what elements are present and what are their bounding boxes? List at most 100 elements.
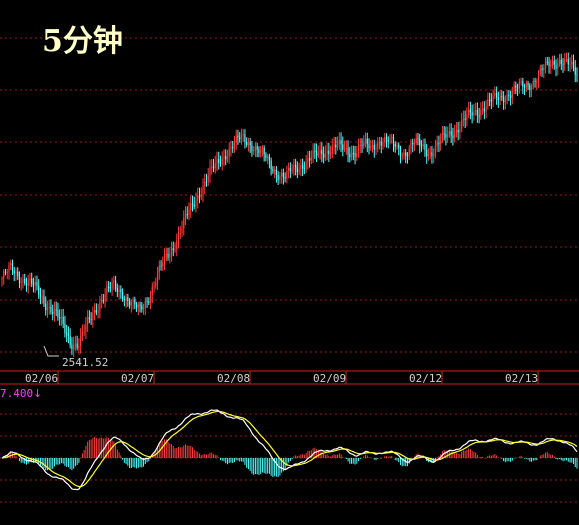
candle-body <box>85 324 87 332</box>
candle-body <box>478 115 480 117</box>
candle-body <box>202 186 204 196</box>
candle-body <box>76 343 78 348</box>
candle-body <box>99 302 101 311</box>
candle-body <box>134 299 136 305</box>
candle-body <box>302 165 304 169</box>
candle-body <box>447 134 449 138</box>
candle-body <box>448 130 451 135</box>
candle-body <box>480 109 482 116</box>
candle-body <box>289 167 291 172</box>
candle-body <box>198 195 201 198</box>
candle-body <box>279 176 281 180</box>
candle-body <box>296 167 298 173</box>
candle-body <box>516 87 519 89</box>
candle-body <box>457 129 459 133</box>
candle-body <box>321 150 323 155</box>
candle-body <box>246 142 248 146</box>
candle-body <box>186 214 188 216</box>
candle-body <box>163 254 166 263</box>
candle-body <box>497 97 499 101</box>
candle-body <box>462 118 464 121</box>
macd-dif-line <box>1 409 578 491</box>
candle-body <box>529 85 531 90</box>
candle-body <box>298 169 300 173</box>
candle-body <box>162 262 164 267</box>
candle-body <box>277 174 279 180</box>
candle-body <box>555 64 557 69</box>
candle-body <box>267 156 269 159</box>
candle-body <box>153 285 155 288</box>
candle-body <box>260 148 262 153</box>
time-axis-label: 02/12 <box>409 372 442 385</box>
macd-down-arrow-icon: ↓ <box>33 387 42 400</box>
candle-body <box>78 345 80 348</box>
candle-body <box>13 270 15 274</box>
candle-body <box>184 214 187 218</box>
candle-body <box>406 155 409 157</box>
candle-body <box>176 240 178 250</box>
candle-body <box>177 233 180 241</box>
candle-body <box>149 295 152 303</box>
candle-body <box>190 203 192 211</box>
candle-body <box>39 294 42 297</box>
candle-body <box>438 142 440 145</box>
candle-body <box>342 144 344 150</box>
candle-body <box>48 306 50 309</box>
candle-body <box>455 129 458 133</box>
candle-body <box>558 59 561 64</box>
candle-body <box>263 147 265 155</box>
candle-body <box>286 170 288 179</box>
candle-body <box>532 80 534 87</box>
candle-body <box>551 60 554 65</box>
candle-body <box>274 169 276 172</box>
candle-body <box>121 292 124 300</box>
candle-body <box>530 86 533 90</box>
candle-body <box>473 111 475 116</box>
time-axis-label: 02/08 <box>217 372 250 385</box>
candle-body <box>525 83 527 88</box>
candle-body <box>15 271 17 274</box>
candle-body <box>431 152 433 157</box>
candle-body <box>452 135 454 139</box>
candle-body <box>111 282 113 289</box>
candle-body <box>31 278 33 284</box>
candle-body <box>527 83 529 86</box>
candle-body <box>282 173 284 178</box>
candle-body <box>415 137 417 144</box>
candle-body <box>343 148 346 150</box>
candle-body <box>127 297 129 301</box>
candle-body <box>55 309 57 311</box>
candle-body <box>148 301 150 303</box>
candle-body <box>476 110 478 116</box>
candle-body <box>73 344 75 350</box>
candle-body <box>41 296 43 298</box>
candle-body <box>509 95 512 98</box>
candle-body <box>275 169 277 175</box>
candle-body <box>356 153 358 157</box>
candle-body <box>10 263 12 266</box>
candle-body <box>106 286 108 295</box>
candle-body <box>25 282 28 286</box>
candle-body <box>420 145 423 147</box>
candle-body <box>141 305 143 310</box>
candle-body <box>513 85 515 92</box>
candle-body <box>518 82 520 89</box>
candle-body <box>408 148 410 157</box>
candle-body <box>132 299 134 302</box>
candle-body <box>403 152 405 156</box>
candle-body <box>550 64 552 67</box>
candle-body <box>38 285 40 295</box>
candle-body <box>81 332 83 336</box>
candle-body <box>4 271 7 273</box>
candle-body <box>32 283 35 286</box>
candle-body <box>329 153 332 155</box>
candle-body <box>34 282 36 286</box>
candle-body <box>433 154 435 157</box>
candle-body <box>142 307 145 310</box>
candle-body <box>293 164 295 170</box>
candle-body <box>87 317 89 325</box>
candle-body <box>564 59 566 65</box>
candle-body <box>391 136 393 138</box>
candle-body <box>305 161 307 170</box>
candle-body <box>410 142 412 149</box>
